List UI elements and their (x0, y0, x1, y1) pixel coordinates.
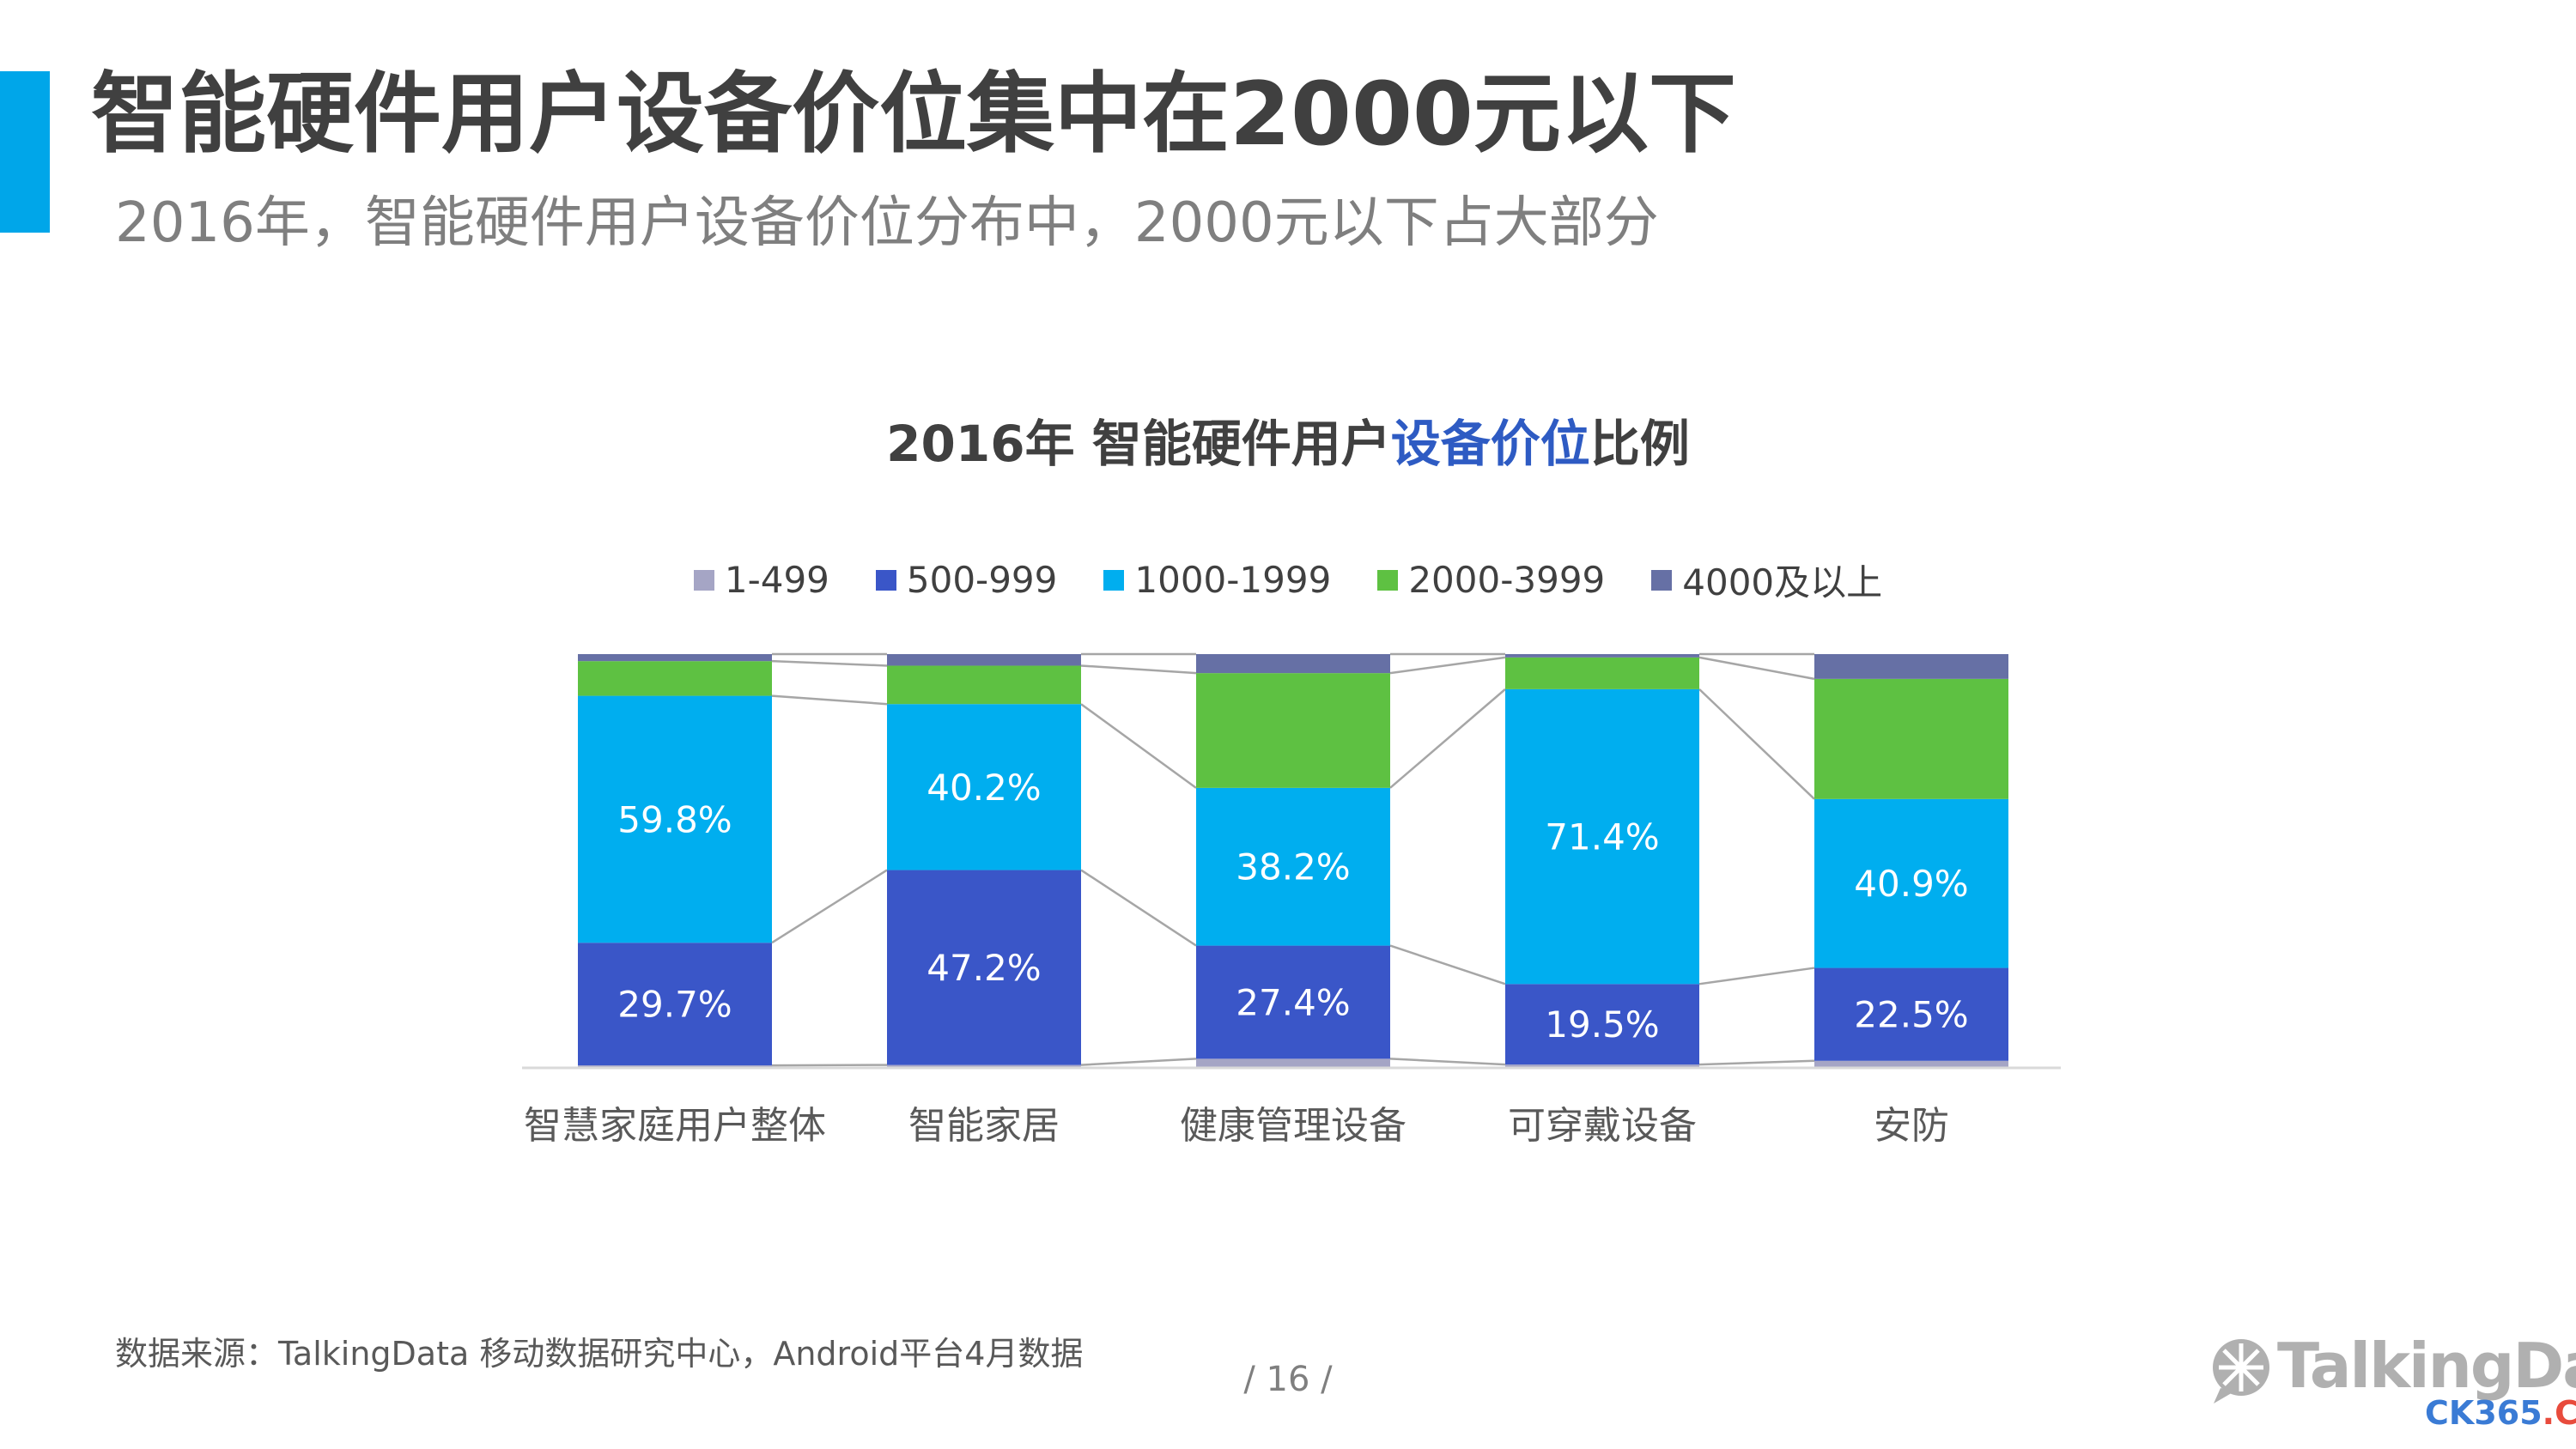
legend-item-1: 500-999 (875, 559, 1058, 601)
connector-line-3-4 (1698, 656, 1815, 681)
bar-segment-0-2 (578, 695, 772, 943)
legend-label-0: 1-499 (724, 559, 829, 601)
connector-line-3-1 (1698, 1059, 1815, 1066)
bar-segment-1-0 (887, 1064, 1081, 1067)
bar-group-0: 29.7% 59.8% (578, 654, 772, 1067)
connector-line-0-2 (771, 869, 888, 944)
bar-segment-0-1 (578, 943, 772, 1066)
data-label-2-2: 38.2% (1236, 846, 1350, 888)
chart-title-highlight: 设备价位 (1390, 415, 1590, 473)
bar-segment-2-4 (1196, 654, 1390, 674)
logo-text: TalkingData (2277, 1330, 2576, 1402)
legend-label-4: 4000及以上 (1682, 561, 1883, 603)
data-label-2-1: 27.4% (1236, 981, 1350, 1023)
chart-title: 2016年 智能硬件用户设备价位比例 (0, 403, 2576, 476)
bar-segment-3-2 (1505, 688, 1699, 985)
chart-legend: 1-499 500-999 1000-1999 2000-3999 4000及以上 (0, 554, 2576, 606)
chat-bubble-logo-icon (2213, 1339, 2269, 1404)
chart-title-part2: 比例 (1589, 415, 1690, 473)
data-label-3-2: 71.4% (1545, 816, 1659, 858)
data-label-4-2: 40.9% (1854, 863, 1968, 905)
bar-segment-1-2 (887, 704, 1081, 870)
category-label-4: 安防 (1874, 1104, 1949, 1148)
bar-segment-4-0 (1814, 1060, 2008, 1067)
bar-segment-2-3 (1196, 673, 1390, 788)
connector-line-3-3 (1698, 688, 1815, 800)
bar-segment-3-3 (1505, 657, 1699, 689)
legend-item-2: 1000-1999 (1103, 559, 1331, 601)
data-label-0-1: 29.7% (617, 984, 732, 1026)
page-title: 智能硬件用户设备价位集中在2000元以下 (91, 64, 1736, 166)
legend-item-3: 2000-3999 (1377, 559, 1605, 601)
connector-line-1-2 (1080, 869, 1197, 947)
bar-segment-0-4 (578, 654, 772, 662)
legend-item-0: 1-499 (693, 559, 829, 601)
legend-swatch-4 (1651, 569, 1673, 591)
connector-line-2-3 (1389, 688, 1506, 789)
connector-line-2-4 (1389, 656, 1506, 675)
bar-group-1: 47.2% 40.2% (887, 654, 1081, 1067)
bar-segment-1-3 (887, 665, 1081, 705)
legend-swatch-2 (1103, 569, 1125, 591)
bar-segment-0-0 (578, 1065, 772, 1067)
bar-segment-4-4 (1814, 654, 2008, 679)
legend-label-3: 2000-3999 (1408, 559, 1606, 601)
bar-segment-4-1 (1814, 967, 2008, 1061)
data-label-4-1: 22.5% (1854, 994, 1968, 1036)
legend-item-4: 4000及以上 (1651, 554, 1882, 606)
bar-segment-4-3 (1814, 678, 2008, 799)
watermark: CK365.CN (2425, 1397, 2576, 1429)
bar-segment-4-2 (1814, 798, 2008, 968)
legend-swatch-1 (875, 569, 896, 591)
connector-line-3-2 (1698, 967, 1815, 985)
data-label-1-1: 47.2% (927, 947, 1041, 989)
title-accent-bar (0, 71, 50, 233)
bar-segment-2-0 (1196, 1058, 1390, 1067)
bar-segment-1-4 (887, 654, 1081, 666)
bar-segment-0-3 (578, 661, 772, 696)
bar-group-2: 27.4% 38.2% (1196, 654, 1390, 1067)
data-label-3-1: 19.5% (1545, 1003, 1659, 1046)
connector-lines (771, 652, 1815, 1067)
legend-label-2: 1000-1999 (1134, 559, 1332, 601)
page-subtitle: 2016年，智能硬件用户设备价位分布中，2000元以下占大部分 (115, 191, 1659, 255)
connector-line-2-1 (1389, 1058, 1506, 1066)
bar-segment-3-4 (1505, 654, 1699, 658)
connector-line-1-4 (1080, 664, 1197, 675)
chart-title-part1: 2016年 智能硬件用户 (886, 415, 1391, 473)
bar-segment-3-0 (1505, 1064, 1699, 1067)
bar-segment-2-1 (1196, 945, 1390, 1059)
connector-line-0-4 (771, 659, 888, 667)
legend-label-1: 500-999 (906, 559, 1058, 601)
source-note: 数据来源：TalkingData 移动数据研究中心，Android平台4月数据 (115, 1335, 1084, 1373)
connector-line-0-3 (771, 694, 888, 706)
category-label-1: 智能家居 (908, 1104, 1060, 1148)
watermark-part1: CK365 (2425, 1394, 2543, 1432)
bar-segment-3-1 (1505, 984, 1699, 1065)
connector-line-2-2 (1389, 944, 1506, 985)
connector-line-1-3 (1080, 703, 1197, 789)
watermark-part2: .CN (2542, 1394, 2576, 1432)
bar-group-3: 19.5% 71.4% (1505, 654, 1699, 1067)
page-number: / 16 / (1243, 1360, 1333, 1399)
bar-segment-2-2 (1196, 787, 1390, 946)
data-label-0-2: 59.8% (617, 798, 732, 840)
category-label-2: 健康管理设备 (1180, 1104, 1406, 1148)
legend-swatch-0 (693, 569, 714, 591)
talkingdata-logo: TalkingData CK365.CN (2208, 1335, 2576, 1438)
connector-line-1-1 (1080, 1058, 1197, 1066)
bar-segment-1-1 (887, 870, 1081, 1065)
data-label-1-2: 40.2% (927, 767, 1041, 809)
legend-swatch-3 (1377, 569, 1399, 591)
category-label-3: 可穿戴设备 (1508, 1104, 1697, 1148)
bar-group-4: 22.5% 40.9% (1814, 654, 2008, 1067)
category-label-0: 智慧家庭用户整体 (524, 1104, 826, 1148)
